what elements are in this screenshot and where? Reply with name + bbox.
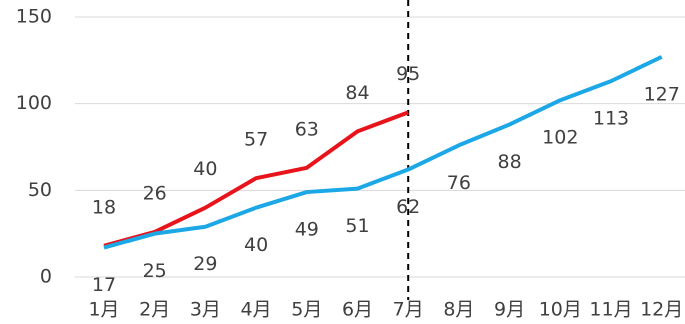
data-label: 62: [396, 196, 420, 218]
x-tick-label: 8月: [443, 299, 474, 321]
data-label: 127: [644, 83, 680, 105]
data-label: 88: [498, 151, 522, 173]
x-tick-label: 9月: [494, 299, 525, 321]
data-label: 102: [542, 127, 578, 149]
y-tick-label: 150: [16, 6, 52, 28]
series-line: [103, 55, 663, 250]
x-tick-label: 3月: [190, 299, 221, 321]
x-tick-label: 12月: [640, 299, 683, 321]
data-label: 57: [244, 129, 268, 151]
data-label: 18: [92, 196, 116, 218]
data-label: 29: [193, 253, 217, 275]
data-label: 40: [193, 158, 217, 180]
x-tick-label: 10月: [539, 299, 582, 321]
y-tick-label: 50: [28, 179, 52, 201]
data-label: 63: [295, 118, 319, 140]
x-tick-label: 1月: [88, 299, 119, 321]
x-tick-label: 6月: [342, 299, 373, 321]
x-tick-label: 11月: [589, 299, 632, 321]
x-tick-label: 7月: [393, 299, 424, 321]
x-tick-label: 4月: [241, 299, 272, 321]
data-label: 40: [244, 234, 268, 256]
data-label: 95: [396, 63, 420, 85]
data-label: 49: [295, 219, 319, 241]
data-label: 84: [345, 82, 369, 104]
y-tick-label: 0: [40, 266, 52, 288]
data-label: 17: [92, 274, 116, 296]
x-tick-label: 2月: [139, 299, 170, 321]
data-label: 26: [143, 182, 167, 204]
y-tick-label: 100: [16, 92, 52, 114]
data-label: 25: [143, 260, 167, 282]
data-label: 76: [447, 172, 471, 194]
data-label: 113: [593, 108, 629, 130]
data-label: 51: [345, 215, 369, 237]
x-tick-label: 5月: [291, 299, 322, 321]
